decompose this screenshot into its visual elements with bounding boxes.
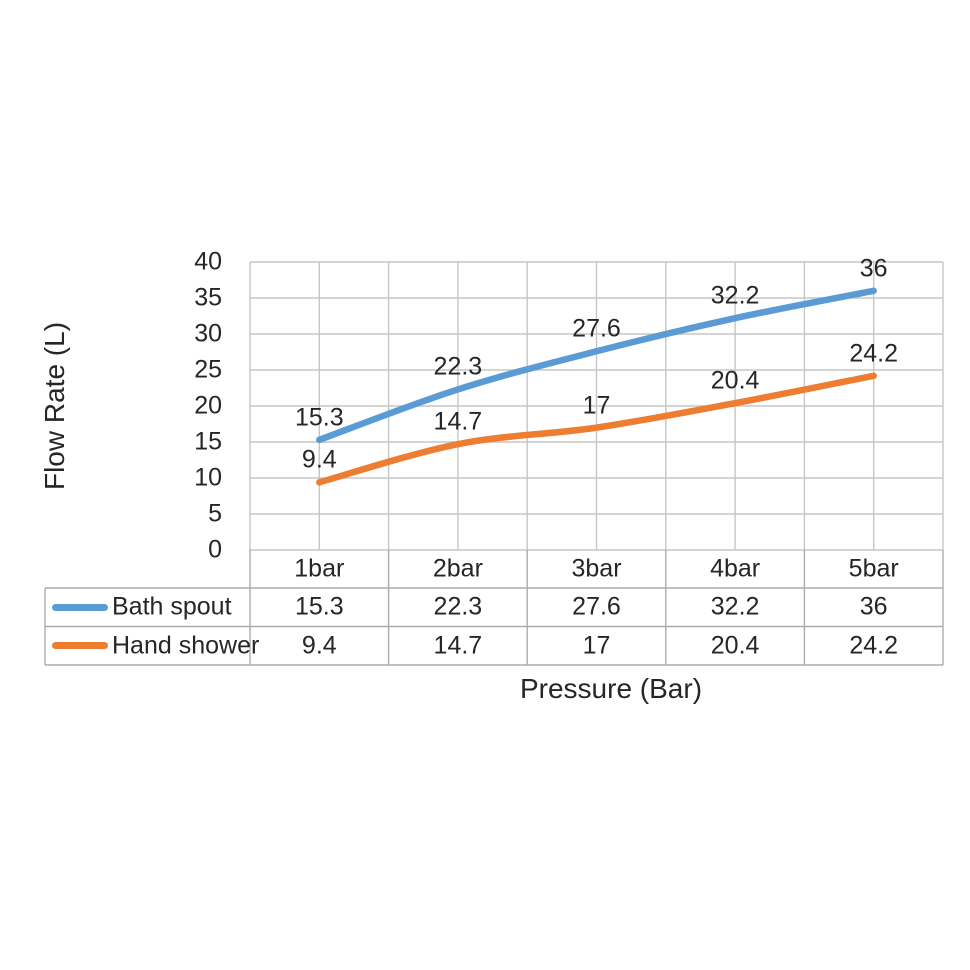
- table-cell-value: 17: [582, 631, 611, 660]
- series-line-bath-spout: [316, 287, 877, 444]
- data-label: 14.7: [433, 407, 483, 436]
- x-category-label: 4bar: [710, 554, 761, 583]
- table-cell-value: 27.6: [572, 592, 621, 621]
- x-category-label: 5bar: [848, 554, 899, 583]
- data-label: 36: [859, 254, 888, 283]
- table-cell-value: 15.3: [294, 592, 344, 621]
- y-tick-label: 0: [208, 535, 222, 564]
- y-tick-label: 5: [208, 499, 222, 528]
- y-tick-label: 30: [194, 319, 222, 348]
- data-label: 17: [582, 391, 611, 420]
- y-tick-label: 10: [194, 463, 222, 492]
- table-cell-value: 20.4: [710, 631, 760, 660]
- y-tick-label: 35: [194, 283, 222, 312]
- y-tick-label: 40: [194, 247, 222, 276]
- data-label: 20.4: [710, 366, 760, 395]
- x-category-label: 3bar: [571, 554, 622, 583]
- x-axis-title: Pressure (Bar): [519, 673, 703, 704]
- x-category-label: 1bar: [294, 554, 345, 583]
- data-label: 32.2: [710, 281, 760, 310]
- data-label: 22.3: [433, 352, 483, 381]
- table-cell-value: 22.3: [433, 592, 483, 621]
- series-name-label: Bath spout: [112, 592, 232, 621]
- table-cell-value: 9.4: [301, 631, 337, 660]
- series-name-label: Hand shower: [112, 631, 260, 660]
- data-label: 24.2: [849, 339, 899, 368]
- table-cell-value: 14.7: [433, 631, 483, 660]
- series-line-hand-shower: [316, 372, 877, 486]
- table-cell-value: 36: [859, 592, 888, 621]
- x-category-label: 2bar: [432, 554, 483, 583]
- y-tick-label: 20: [194, 391, 222, 420]
- table-cell-value: 24.2: [849, 631, 899, 660]
- y-tick-label: 25: [194, 355, 222, 384]
- data-label: 27.6: [572, 314, 621, 343]
- table-cell-value: 32.2: [710, 592, 760, 621]
- legend-swatch-bath-spout: [52, 603, 108, 611]
- data-label: 9.4: [301, 445, 337, 474]
- legend-swatch-hand-shower: [52, 642, 108, 650]
- y-tick-label: 15: [194, 427, 222, 456]
- data-label: 15.3: [294, 403, 344, 432]
- y-axis-title: Flow Rate (L): [39, 321, 70, 491]
